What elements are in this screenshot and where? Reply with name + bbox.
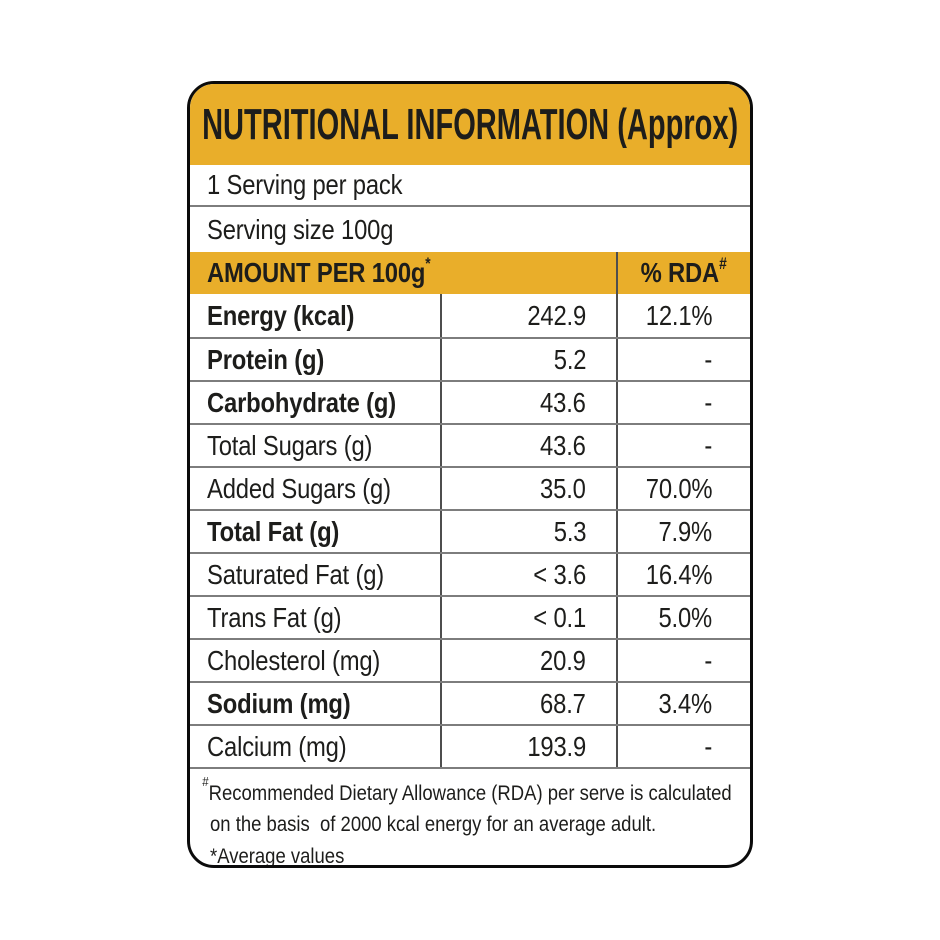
nutrient-name: Added Sugars (g) xyxy=(207,472,391,504)
rda-column-header: % RDA# xyxy=(616,252,750,294)
nutrient-row-total-sugars: Total Sugars (g) 43.6 - xyxy=(190,423,750,466)
nutrient-amount: 68.7 xyxy=(440,683,616,724)
table-header-row: AMOUNT PER 100g* % RDA# xyxy=(190,252,750,294)
nutrient-rda: - xyxy=(616,425,750,466)
nutrient-rda: 3.4% xyxy=(616,683,750,724)
nutrient-name: Trans Fat (g) xyxy=(207,601,342,633)
nutrient-rda: - xyxy=(616,726,750,767)
serving-size-row: Serving size 100g xyxy=(190,207,750,252)
nutrient-rda: - xyxy=(616,382,750,423)
nutrient-amount: 20.9 xyxy=(440,640,616,681)
nutrient-name: Cholesterol (mg) xyxy=(207,644,381,676)
nutrient-rda: - xyxy=(616,339,750,380)
nutrient-name: Total Sugars (g) xyxy=(207,429,373,461)
title-banner: NUTRITIONAL INFORMATION (Approx) xyxy=(190,84,750,165)
nutrient-name: Calcium (mg) xyxy=(207,730,347,762)
nutrient-row-carbohydrate: Carbohydrate (g) 43.6 - xyxy=(190,380,750,423)
amount-column-header: AMOUNT PER 100g* xyxy=(207,255,431,288)
nutrient-row-saturated-fat: Saturated Fat (g) < 3.6 16.4% xyxy=(190,552,750,595)
serving-per-pack-text: 1 Serving per pack xyxy=(207,169,403,200)
serving-size-text: Serving size 100g xyxy=(207,213,394,245)
footnote-line-2: on the basis of 2000 kcal energy for an … xyxy=(210,812,657,837)
serving-per-pack-row: 1 Serving per pack xyxy=(190,165,750,207)
nutrition-label-card: NUTRITIONAL INFORMATION (Approx) 1 Servi… xyxy=(187,81,753,868)
nutrient-amount: < 3.6 xyxy=(440,554,616,595)
nutrient-name: Protein (g) xyxy=(207,343,325,375)
nutrient-name: Saturated Fat (g) xyxy=(207,558,385,590)
nutrient-row-protein: Protein (g) 5.2 - xyxy=(190,337,750,380)
nutrient-amount: < 0.1 xyxy=(440,597,616,638)
asterisk-superscript: * xyxy=(425,255,431,274)
nutrient-amount: 193.9 xyxy=(440,726,616,767)
nutrient-row-calcium: Calcium (mg) 193.9 - xyxy=(190,724,750,767)
nutrient-row-added-sugars: Added Sugars (g) 35.0 70.0% xyxy=(190,466,750,509)
nutrient-row-total-fat: Total Fat (g) 5.3 7.9% xyxy=(190,509,750,552)
nutrient-rda: 16.4% xyxy=(616,554,750,595)
nutrient-rda: 5.0% xyxy=(616,597,750,638)
footnote-average-values: *Average values xyxy=(210,843,345,868)
nutrient-row-energy: Energy (kcal) 242.9 12.1% xyxy=(190,294,750,337)
nutrient-amount: 43.6 xyxy=(440,382,616,423)
nutrient-amount: 242.9 xyxy=(440,294,616,337)
nutrient-rda: 70.0% xyxy=(616,468,750,509)
nutrient-amount: 5.3 xyxy=(440,511,616,552)
footnote-line-1: #Recommended Dietary Allowance (RDA) per… xyxy=(202,774,732,806)
nutrient-rda: 12.1% xyxy=(616,294,750,337)
nutrient-name: Sodium (mg) xyxy=(207,687,351,719)
nutrient-rda: - xyxy=(616,640,750,681)
nutrient-amount: 35.0 xyxy=(440,468,616,509)
hash-superscript: # xyxy=(719,255,728,274)
rda-footnote: #Recommended Dietary Allowance (RDA) per… xyxy=(190,767,750,868)
nutrient-name: Carbohydrate (g) xyxy=(207,386,397,418)
nutrient-rda: 7.9% xyxy=(616,511,750,552)
nutrient-amount: 43.6 xyxy=(440,425,616,466)
hash-footnote-marker: # xyxy=(202,774,209,790)
nutrient-name: Total Fat (g) xyxy=(207,515,340,547)
nutrient-name: Energy (kcal) xyxy=(207,299,355,331)
nutrient-amount: 5.2 xyxy=(440,339,616,380)
page-title: NUTRITIONAL INFORMATION (Approx) xyxy=(201,99,739,149)
nutrient-row-trans-fat: Trans Fat (g) < 0.1 5.0% xyxy=(190,595,750,638)
nutrient-row-sodium: Sodium (mg) 68.7 3.4% xyxy=(190,681,750,724)
nutrient-row-cholesterol: Cholesterol (mg) 20.9 - xyxy=(190,638,750,681)
